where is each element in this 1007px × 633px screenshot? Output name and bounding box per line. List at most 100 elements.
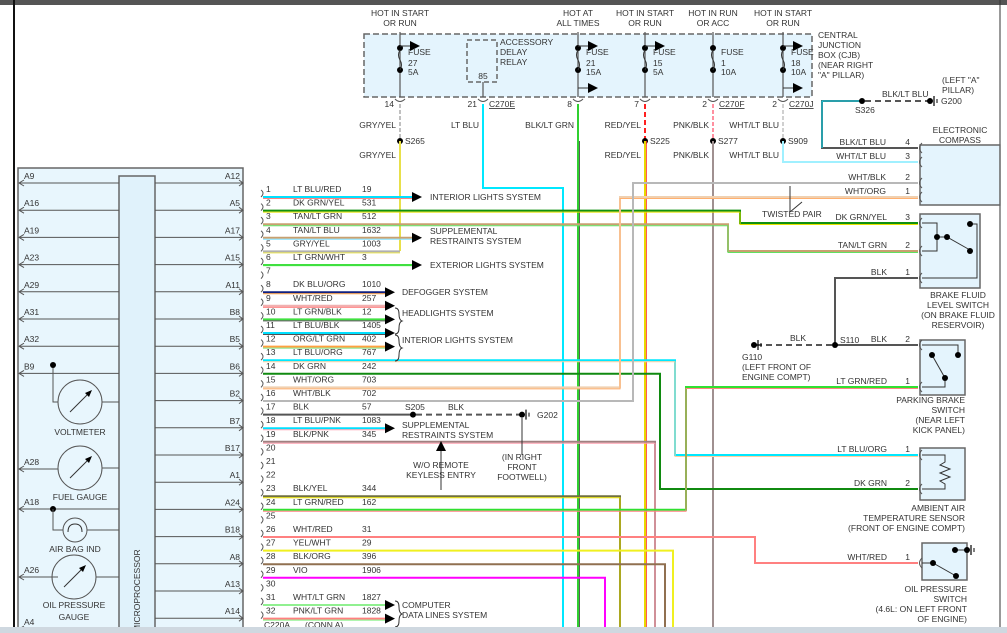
- pin-terminal: [260, 284, 264, 293]
- cluster-pin: B17: [225, 443, 240, 453]
- splice-label: S205: [405, 402, 425, 412]
- system-arrow: [385, 328, 395, 338]
- cluster-pin: A26: [24, 565, 39, 575]
- pin-terminal: [260, 516, 264, 524]
- cluster-pin: A23: [24, 253, 39, 263]
- wire-color: BLK/PNK: [293, 429, 329, 439]
- gauge-label: VOLTMETER: [54, 427, 105, 437]
- cluster-arrow: [238, 397, 244, 405]
- wire-color: DK GRN: [293, 361, 326, 371]
- wire-color: TAN/LT BLU: [293, 225, 340, 235]
- splice-label: S326: [855, 105, 875, 115]
- pin-number: 22: [266, 470, 276, 480]
- cluster-pin: A19: [24, 225, 39, 235]
- horizontal-scrollbar[interactable]: [0, 627, 1007, 633]
- pin-terminal: [260, 529, 264, 538]
- fuse-label: FUSE: [653, 47, 676, 57]
- wire-pin-27: [263, 549, 674, 633]
- bracket: [394, 307, 404, 335]
- system-label: DEFOGGER SYSTEM: [402, 287, 488, 297]
- connector-terminal: [639, 98, 651, 102]
- pin-terminal: [260, 407, 264, 415]
- pin-number: 9: [266, 293, 271, 303]
- ground-location: FRONT: [507, 462, 536, 472]
- branch-arrow: [588, 41, 598, 51]
- relay-label: RELAY: [500, 57, 528, 67]
- wire-color: WHT/RED: [293, 524, 333, 534]
- hot-label: ALL TIMES: [557, 18, 600, 28]
- switch-blade: [931, 354, 946, 379]
- circuit-number: 702: [362, 388, 376, 398]
- hot-label: HOT IN START: [616, 8, 674, 18]
- pin-terminal: [260, 448, 264, 456]
- wire-color-label: RED/YEL: [605, 150, 642, 160]
- pin-terminal: [260, 271, 264, 279]
- connector-conn: (CONN A): [305, 620, 343, 630]
- cluster-arrow: [238, 451, 244, 459]
- pin-terminal: [260, 556, 264, 565]
- component-label: TEMPERATURE SENSOR: [863, 513, 965, 523]
- wire-color: DK GRN/YEL: [293, 198, 345, 208]
- cluster-arrow: [18, 505, 25, 513]
- fuel-gauge-icon-needle: [69, 457, 91, 479]
- cjb-title: (NEAR RIGHT: [818, 60, 873, 70]
- hot-label: OR RUN: [766, 18, 800, 28]
- ground-location: PILLAR): [942, 85, 974, 95]
- lamp-filament: [67, 523, 83, 533]
- component-label: KICK PANEL): [913, 425, 965, 435]
- connector-terminal: [572, 98, 584, 102]
- component-label: (ON BRAKE FLUID: [921, 310, 995, 320]
- cluster-arrow: [238, 179, 244, 187]
- wire-color: DK BLU/ORG: [293, 279, 345, 289]
- ground-location: (LEFT FRONT OF: [742, 362, 811, 372]
- bracket: [394, 334, 404, 362]
- pin-terminal: [919, 339, 923, 351]
- wire-color: WHT/LT GRN: [293, 592, 345, 602]
- component-label: RESERVOIR): [932, 320, 985, 330]
- pin-number: 2: [905, 172, 910, 182]
- system-label: DATA LINES SYSTEM: [402, 610, 487, 620]
- wire-color-label: BLK: [871, 267, 887, 277]
- oil-pressure-switch: [921, 542, 968, 581]
- wire-color: WHT/RED: [293, 293, 333, 303]
- wire-color-label: BLK/LT BLU: [840, 137, 886, 147]
- connector-id: C270J: [789, 99, 814, 109]
- lt-blu-wire: [482, 141, 564, 633]
- system-arrow: [412, 260, 422, 270]
- cluster-pin: A31: [24, 307, 39, 317]
- pin-number: 1: [905, 376, 910, 386]
- switch-line: [922, 344, 959, 355]
- splice-s326: [859, 98, 865, 104]
- cjb-pin: 21: [468, 99, 478, 109]
- cluster-arrow: [238, 560, 244, 568]
- wht-lt-blu-wire: [782, 141, 918, 163]
- ground-label: G200: [941, 96, 962, 106]
- switch-contact: [952, 547, 958, 553]
- cluster-pin: A29: [24, 280, 39, 290]
- splice-label: S265: [405, 136, 425, 146]
- cluster-pin: A5: [230, 198, 241, 208]
- connector-id: C220A: [264, 620, 290, 630]
- bracket: [394, 600, 404, 628]
- wire-color: PNK/LT GRN: [293, 606, 343, 616]
- wire-pin-19-stripe: [263, 442, 656, 633]
- wire-color: LT GRN/RED: [293, 497, 344, 507]
- pin-number: 2: [266, 198, 271, 208]
- pin-number: 29: [266, 565, 276, 575]
- wire-pin-13-stripe: [263, 361, 918, 457]
- fuse-icon: [781, 49, 785, 71]
- pin-number: 4: [905, 137, 910, 147]
- circuit-number: 242: [362, 361, 376, 371]
- cluster-pin: A1: [230, 470, 241, 480]
- cluster-pin: A16: [24, 198, 39, 208]
- wire-color-label: BLK: [790, 333, 806, 343]
- fuse-label: FUSE: [791, 47, 814, 57]
- wire-color-label: WHT/LT BLU: [836, 151, 886, 161]
- electronic-compass: [919, 144, 1001, 206]
- wire-color-label: WHT/LT BLU: [729, 120, 779, 130]
- pin-terminal: [260, 420, 264, 429]
- pin-terminal: [260, 584, 264, 592]
- fuse-number: 15: [653, 58, 663, 68]
- pin-number: 2: [905, 334, 910, 344]
- ground-location: FOOTWELL): [497, 472, 547, 482]
